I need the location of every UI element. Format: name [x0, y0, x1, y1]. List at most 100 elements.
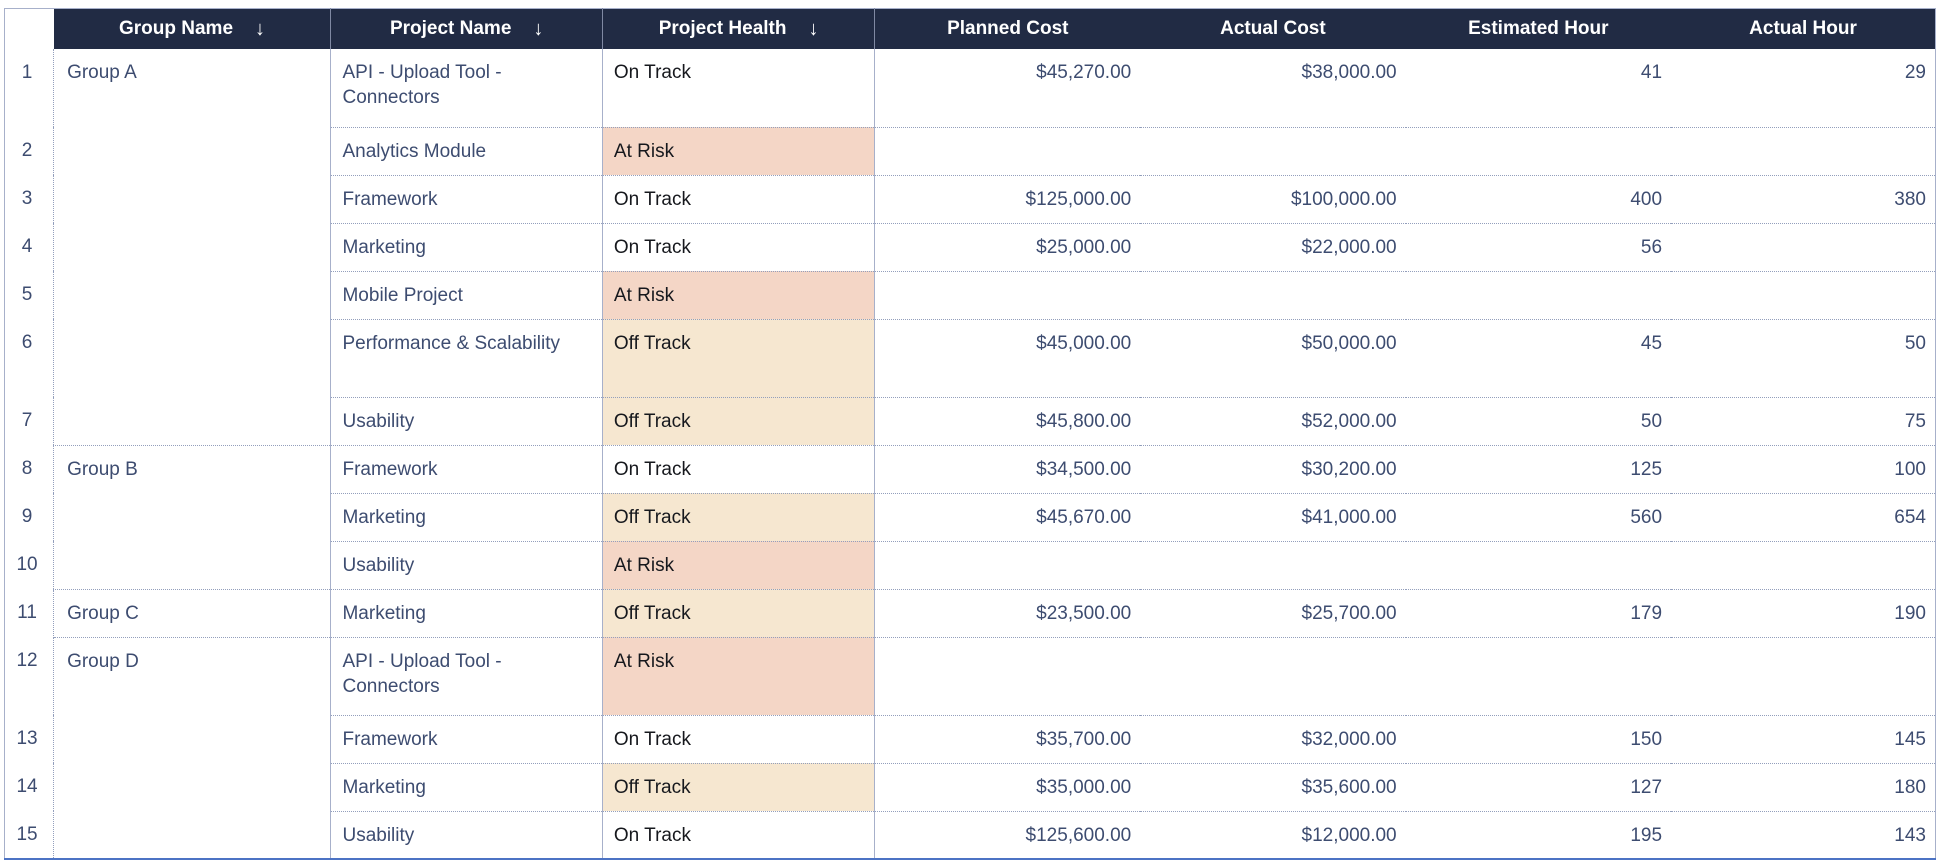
column-header-group[interactable]: Group Name ↓ — [53, 8, 332, 49]
cell-planned-cost[interactable] — [874, 637, 1141, 716]
cell-project-name[interactable]: Usability — [330, 811, 603, 860]
cell-planned-cost[interactable]: $45,270.00 — [874, 49, 1141, 128]
row-number[interactable]: 7 — [4, 397, 55, 445]
cell-estimated-hour[interactable]: 560 — [1405, 493, 1672, 542]
cell-project-name[interactable]: Framework — [330, 715, 603, 764]
cell-project-health[interactable]: On Track — [602, 445, 876, 494]
cell-estimated-hour[interactable]: 125 — [1405, 445, 1672, 494]
cell-actual-cost[interactable]: $30,200.00 — [1140, 445, 1406, 494]
cell-estimated-hour[interactable] — [1405, 271, 1672, 320]
cell-planned-cost[interactable] — [874, 541, 1141, 590]
cell-project-health[interactable]: At Risk — [602, 271, 876, 320]
row-number[interactable]: 3 — [4, 175, 55, 223]
cell-actual-cost[interactable]: $52,000.00 — [1140, 397, 1406, 446]
cell-estimated-hour[interactable]: 56 — [1405, 223, 1672, 272]
sort-descending-icon[interactable]: ↓ — [808, 18, 819, 40]
cell-actual-hour[interactable] — [1671, 127, 1936, 176]
cell-planned-cost[interactable]: $45,000.00 — [874, 319, 1141, 398]
cell-project-health[interactable]: Off Track — [602, 493, 876, 542]
cell-group-name[interactable]: Group C — [53, 589, 332, 638]
cell-project-name[interactable]: Performance & Scalability — [330, 319, 603, 398]
cell-actual-hour[interactable]: 654 — [1671, 493, 1936, 542]
cell-actual-hour[interactable]: 190 — [1671, 589, 1936, 638]
column-header-actual_hour[interactable]: Actual Hour — [1671, 8, 1936, 49]
cell-project-name[interactable]: Analytics Module — [330, 127, 603, 176]
row-number[interactable]: 15 — [4, 811, 55, 859]
cell-estimated-hour[interactable]: 179 — [1405, 589, 1672, 638]
cell-actual-hour[interactable] — [1671, 271, 1936, 320]
cell-actual-cost[interactable]: $50,000.00 — [1140, 319, 1406, 398]
column-header-estimated_hour[interactable]: Estimated Hour — [1405, 8, 1672, 49]
column-header-actual_cost[interactable]: Actual Cost — [1140, 8, 1406, 49]
cell-project-name[interactable]: API - Upload Tool - Connectors — [330, 49, 603, 128]
cell-actual-cost[interactable] — [1140, 637, 1406, 716]
column-header-planned_cost[interactable]: Planned Cost — [874, 8, 1141, 49]
row-number[interactable]: 1 — [4, 49, 55, 127]
cell-actual-cost[interactable]: $32,000.00 — [1140, 715, 1406, 764]
column-header-health[interactable]: Project Health ↓ — [602, 8, 876, 49]
cell-planned-cost[interactable] — [874, 271, 1141, 320]
cell-project-name[interactable]: Marketing — [330, 223, 603, 272]
cell-project-name[interactable]: Mobile Project — [330, 271, 603, 320]
cell-actual-hour[interactable]: 50 — [1671, 319, 1936, 398]
row-number[interactable]: 9 — [4, 493, 55, 541]
cell-planned-cost[interactable]: $45,670.00 — [874, 493, 1141, 542]
row-number[interactable]: 2 — [4, 127, 55, 175]
cell-project-health[interactable]: Off Track — [602, 763, 876, 812]
cell-actual-cost[interactable] — [1140, 127, 1406, 176]
cell-estimated-hour[interactable]: 195 — [1405, 811, 1672, 860]
cell-estimated-hour[interactable]: 45 — [1405, 319, 1672, 398]
cell-actual-hour[interactable]: 380 — [1671, 175, 1936, 224]
sort-descending-icon[interactable]: ↓ — [255, 18, 266, 40]
cell-actual-cost[interactable]: $12,000.00 — [1140, 811, 1406, 860]
row-number[interactable]: 4 — [4, 223, 55, 271]
cell-planned-cost[interactable]: $25,000.00 — [874, 223, 1141, 272]
cell-actual-cost[interactable]: $100,000.00 — [1140, 175, 1406, 224]
cell-project-health[interactable]: At Risk — [602, 541, 876, 590]
cell-actual-cost[interactable]: $25,700.00 — [1140, 589, 1406, 638]
cell-actual-cost[interactable]: $22,000.00 — [1140, 223, 1406, 272]
cell-actual-hour[interactable]: 145 — [1671, 715, 1936, 764]
cell-project-health[interactable]: On Track — [602, 49, 876, 128]
row-number[interactable]: 6 — [4, 319, 55, 397]
cell-planned-cost[interactable]: $23,500.00 — [874, 589, 1141, 638]
cell-estimated-hour[interactable]: 41 — [1405, 49, 1672, 128]
row-number[interactable]: 11 — [4, 589, 55, 637]
cell-project-name[interactable]: Framework — [330, 445, 603, 494]
cell-planned-cost[interactable] — [874, 127, 1141, 176]
cell-estimated-hour[interactable]: 400 — [1405, 175, 1672, 224]
sort-descending-icon[interactable]: ↓ — [533, 18, 544, 40]
cell-project-health[interactable]: On Track — [602, 223, 876, 272]
cell-group-name[interactable]: Group D — [53, 637, 332, 860]
cell-actual-hour[interactable] — [1671, 541, 1936, 590]
cell-planned-cost[interactable]: $34,500.00 — [874, 445, 1141, 494]
row-number[interactable]: 5 — [4, 271, 55, 319]
cell-project-health[interactable]: At Risk — [602, 637, 876, 716]
cell-actual-hour[interactable]: 100 — [1671, 445, 1936, 494]
cell-project-name[interactable]: Usability — [330, 397, 603, 446]
cell-actual-cost[interactable]: $35,600.00 — [1140, 763, 1406, 812]
cell-actual-cost[interactable] — [1140, 541, 1406, 590]
row-number[interactable]: 13 — [4, 715, 55, 763]
cell-group-name[interactable]: Group A — [53, 49, 332, 446]
cell-planned-cost[interactable]: $125,000.00 — [874, 175, 1141, 224]
cell-actual-hour[interactable] — [1671, 637, 1936, 716]
cell-actual-cost[interactable] — [1140, 271, 1406, 320]
cell-actual-hour[interactable]: 143 — [1671, 811, 1936, 860]
cell-planned-cost[interactable]: $35,700.00 — [874, 715, 1141, 764]
cell-planned-cost[interactable]: $125,600.00 — [874, 811, 1141, 860]
row-number[interactable]: 10 — [4, 541, 55, 589]
cell-estimated-hour[interactable] — [1405, 127, 1672, 176]
cell-project-health[interactable]: On Track — [602, 811, 876, 860]
cell-estimated-hour[interactable]: 150 — [1405, 715, 1672, 764]
cell-project-health[interactable]: On Track — [602, 175, 876, 224]
cell-project-health[interactable]: At Risk — [602, 127, 876, 176]
row-number[interactable]: 14 — [4, 763, 55, 811]
cell-project-name[interactable]: API - Upload Tool - Connectors — [330, 637, 603, 716]
cell-actual-hour[interactable]: 75 — [1671, 397, 1936, 446]
cell-group-name[interactable]: Group B — [53, 445, 332, 590]
cell-project-health[interactable]: Off Track — [602, 319, 876, 398]
cell-project-name[interactable]: Marketing — [330, 763, 603, 812]
cell-project-name[interactable]: Usability — [330, 541, 603, 590]
row-number[interactable]: 12 — [4, 637, 55, 715]
